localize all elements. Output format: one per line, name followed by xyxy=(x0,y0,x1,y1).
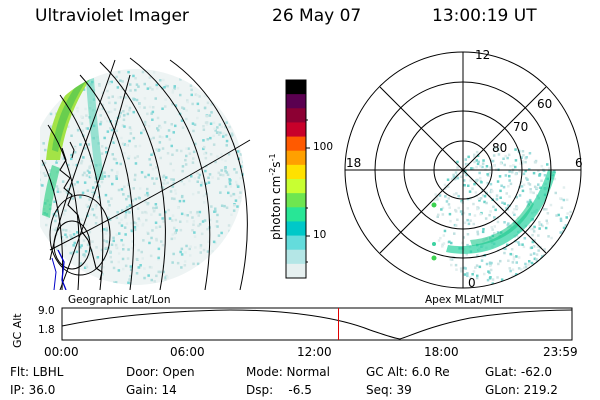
mlt-label-12: 12 xyxy=(475,48,491,62)
geo-emission-speckle xyxy=(40,70,244,285)
colorbar-band xyxy=(286,150,306,166)
info-glon: GLon: 219.2 xyxy=(485,383,558,397)
polar-panel-label: Apex MLat/MLT xyxy=(425,294,504,306)
date-label: 26 May 07 xyxy=(272,6,362,26)
timeline-frame xyxy=(61,307,573,341)
colorbar-tick-100: 100 xyxy=(313,141,334,153)
instrument-title: Ultraviolet Imager xyxy=(35,6,189,26)
mlat-label-70: 70 xyxy=(513,120,529,134)
colorbar-band xyxy=(286,136,306,152)
colorbar-band xyxy=(286,263,306,279)
colorbar-unit-label: photon cm-2s-1 xyxy=(268,153,283,240)
timeline-tick-1800: 18:00 xyxy=(424,345,459,359)
colorbar-band xyxy=(286,80,306,95)
info-flt: Flt: LBHL xyxy=(10,365,64,379)
geo-auroral-arc xyxy=(46,69,98,160)
timeline-tick-2359: 23:59 xyxy=(543,345,578,359)
polar-auroral-oval xyxy=(446,170,556,254)
geo-disk-background xyxy=(40,69,244,285)
colorbar-tick-10: 10 xyxy=(313,229,327,241)
colorbar-band xyxy=(286,235,306,251)
timeline-tick-0600: 06:00 xyxy=(170,345,205,359)
colorbar-band xyxy=(286,249,306,265)
mlt-label-6: 6 xyxy=(575,156,583,170)
timeline-tick-1200: 12:00 xyxy=(297,345,332,359)
geo-panel-label: Geographic Lat/Lon xyxy=(68,294,171,306)
info-gc-alt: GC Alt: 6.0 Re xyxy=(366,365,450,379)
info-dsp: Dsp: -6.5 xyxy=(246,383,312,397)
colorbar-band xyxy=(286,221,306,237)
geo-limb xyxy=(28,69,244,285)
colorbar-band xyxy=(286,122,306,138)
colorbar-band xyxy=(286,94,306,109)
info-gain: Gain: 14 xyxy=(126,383,177,397)
mlt-label-0: 0 xyxy=(468,276,476,290)
time-label: 13:00:19 UT xyxy=(432,6,537,26)
info-ip: IP: 36.0 xyxy=(10,383,56,397)
colorbar-band xyxy=(286,164,306,180)
timeline-ylabel: GC Alt xyxy=(11,313,24,348)
mlat-label-80: 80 xyxy=(492,141,508,155)
polar-emission-speckle xyxy=(433,145,572,285)
timeline-ymax: 9.0 xyxy=(38,305,55,317)
mlat-label-60: 60 xyxy=(537,97,553,111)
mlt-label-18: 18 xyxy=(346,156,362,170)
timeline-tick-0000: 00:00 xyxy=(44,345,79,359)
colorbar-band xyxy=(286,108,306,123)
timeline-ymin: 1.8 xyxy=(38,324,55,336)
colorbar-band xyxy=(286,193,306,208)
info-mode: Mode: Normal xyxy=(246,365,330,379)
colorbar-band xyxy=(286,179,306,194)
info-seq: Seq: 39 xyxy=(366,383,412,397)
info-glat: GLat: -62.0 xyxy=(485,365,552,379)
altitude-curve xyxy=(61,309,573,340)
info-door: Door: Open xyxy=(126,365,195,379)
colorbar-band xyxy=(286,207,306,222)
